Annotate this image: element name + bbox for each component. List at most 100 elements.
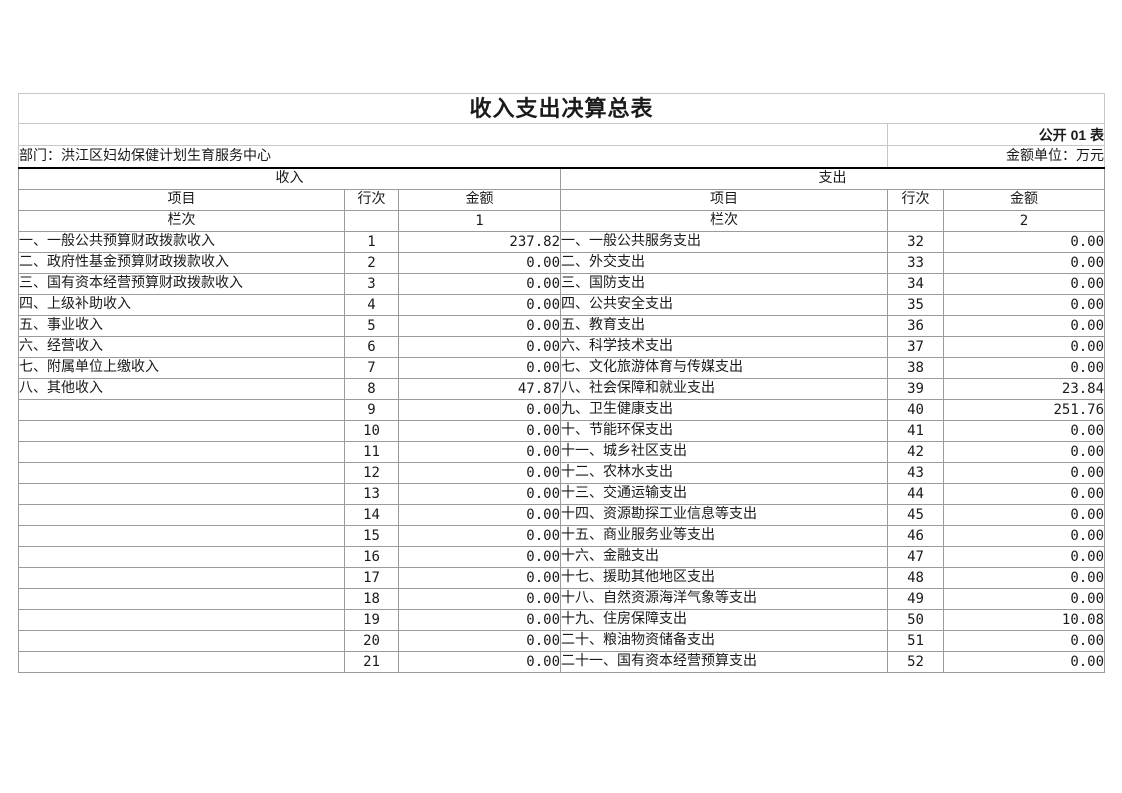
income-line-cell: 18 — [344, 588, 399, 610]
page-title: 收入支出决算总表 — [17, 93, 1106, 124]
expense-amount-cell: 0.00 — [942, 231, 1106, 253]
table-row: 六、经营收入 6 0.00 六、科学技术支出 37 0.00 — [18, 336, 1106, 358]
income-amount-cell: 0.00 — [398, 315, 561, 337]
expense-line-cell: 32 — [887, 231, 944, 253]
expense-item-cell: 六、科学技术支出 — [560, 336, 888, 358]
table-row: 16 0.00 十六、金融支出 47 0.00 — [18, 546, 1106, 568]
final-accounts-sheet: 收入支出决算总表 公开 01 表 部门：洪江区妇幼保健计划生育服务中心 金额单位… — [17, 93, 1106, 673]
table-row: 八、其他收入 8 47.87 八、社会保障和就业支出 39 23.84 — [18, 378, 1106, 400]
income-amount-cell: 0.00 — [398, 546, 561, 568]
income-expense-summary-table: 收入支出决算总表 公开 01 表 部门：洪江区妇幼保健计划生育服务中心 金额单位… — [17, 93, 1106, 673]
income-section-header: 收入 — [18, 167, 561, 190]
expense-item-cell: 十二、农林水支出 — [560, 462, 888, 484]
expense-item-cell: 十三、交通运输支出 — [560, 483, 888, 505]
expense-line-cell: 38 — [887, 357, 944, 379]
expense-amount-cell: 0.00 — [942, 630, 1106, 652]
expense-line-header: 行次 — [887, 189, 944, 211]
income-item-cell — [18, 546, 345, 568]
income-line-cell: 2 — [344, 252, 399, 274]
expense-amount-cell: 0.00 — [942, 462, 1106, 484]
table-row: 20 0.00 二十、粮油物资储备支出 51 0.00 — [18, 630, 1106, 652]
income-amount-cell: 0.00 — [398, 399, 561, 421]
income-line-cell: 17 — [344, 567, 399, 589]
expense-line-cell: 46 — [887, 525, 944, 547]
expense-amount-cell: 251.76 — [942, 399, 1106, 421]
caption-block: 收入支出决算总表 公开 01 表 部门：洪江区妇幼保健计划生育服务中心 金额单位… — [17, 93, 1106, 169]
income-amount-cell: 0.00 — [398, 504, 561, 526]
expense-line-cell: 45 — [887, 504, 944, 526]
expense-amount-cell: 0.00 — [942, 420, 1106, 442]
expense-item-cell: 二十一、国有资本经营预算支出 — [560, 651, 888, 673]
income-line-cell: 9 — [344, 399, 399, 421]
income-item-cell — [18, 588, 345, 610]
income-line-cell: 15 — [344, 525, 399, 547]
income-item-cell — [18, 399, 345, 421]
income-line-cell: 7 — [344, 357, 399, 379]
data-rows: 一、一般公共预算财政拨款收入 1 237.82 一、一般公共服务支出 32 0.… — [18, 231, 1106, 673]
income-line-cell: 5 — [344, 315, 399, 337]
income-amount-cell: 0.00 — [398, 357, 561, 379]
table-row: 17 0.00 十七、援助其他地区支出 48 0.00 — [18, 567, 1106, 589]
income-amount-cell: 0.00 — [398, 441, 561, 463]
table-row: 14 0.00 十四、资源勘探工业信息等支出 45 0.00 — [18, 504, 1106, 526]
expense-line-index-spacer — [887, 210, 944, 232]
income-amount-cell: 0.00 — [398, 588, 561, 610]
department-name: 部门：洪江区妇幼保健计划生育服务中心 — [18, 145, 888, 169]
expense-amount-cell: 0.00 — [942, 651, 1106, 673]
expense-amount-cell: 0.00 — [942, 588, 1106, 610]
expense-line-cell: 51 — [887, 630, 944, 652]
expense-section-header: 支出 — [559, 167, 1106, 190]
expense-amount-cell: 0.00 — [942, 273, 1106, 295]
expense-item-cell: 七、文化旅游体育与传媒支出 — [560, 357, 888, 379]
expense-amount-cell: 23.84 — [942, 378, 1106, 400]
income-column-index-label: 栏次 — [18, 210, 345, 232]
expense-item-cell: 十八、自然资源海洋气象等支出 — [560, 588, 888, 610]
income-line-cell: 16 — [344, 546, 399, 568]
income-item-cell — [18, 441, 345, 463]
expense-item-cell: 二、外交支出 — [560, 252, 888, 274]
income-amount-cell: 0.00 — [398, 609, 561, 631]
expense-item-cell: 八、社会保障和就业支出 — [560, 378, 888, 400]
table-row: 15 0.00 十五、商业服务业等支出 46 0.00 — [18, 525, 1106, 547]
expense-line-cell: 47 — [887, 546, 944, 568]
table-row: 三、国有资本经营预算财政拨款收入 3 0.00 三、国防支出 34 0.00 — [18, 273, 1106, 295]
expense-line-cell: 36 — [887, 315, 944, 337]
income-item-cell — [18, 609, 345, 631]
income-line-cell: 19 — [344, 609, 399, 631]
income-item-cell: 六、经营收入 — [18, 336, 345, 358]
income-line-cell: 13 — [344, 483, 399, 505]
income-amount-cell: 0.00 — [398, 420, 561, 442]
expense-item-cell: 五、教育支出 — [560, 315, 888, 337]
expense-column-index-label: 栏次 — [560, 210, 888, 232]
income-line-cell: 3 — [344, 273, 399, 295]
income-amount-cell: 0.00 — [398, 525, 561, 547]
income-column-index: 1 — [398, 210, 561, 232]
expense-line-cell: 40 — [887, 399, 944, 421]
income-line-cell: 10 — [344, 420, 399, 442]
table-row: 七、附属单位上缴收入 7 0.00 七、文化旅游体育与传媒支出 38 0.00 — [18, 357, 1106, 379]
expense-amount-cell: 0.00 — [942, 567, 1106, 589]
income-amount-cell: 0.00 — [398, 483, 561, 505]
expense-amount-cell: 10.08 — [942, 609, 1106, 631]
expense-amount-cell: 0.00 — [942, 315, 1106, 337]
expense-amount-cell: 0.00 — [942, 294, 1106, 316]
income-item-cell — [18, 504, 345, 526]
expense-item-cell: 十一、城乡社区支出 — [560, 441, 888, 463]
income-line-cell: 11 — [344, 441, 399, 463]
income-amount-cell: 237.82 — [398, 231, 561, 253]
expense-item-cell: 十、节能环保支出 — [560, 420, 888, 442]
expense-line-cell: 33 — [887, 252, 944, 274]
sheet-label-spacer — [18, 123, 888, 146]
income-line-cell: 21 — [344, 651, 399, 673]
income-line-cell: 1 — [344, 231, 399, 253]
table-row: 13 0.00 十三、交通运输支出 44 0.00 — [18, 483, 1106, 505]
expense-line-cell: 42 — [887, 441, 944, 463]
income-item-cell: 一、一般公共预算财政拨款收入 — [18, 231, 345, 253]
income-line-index-spacer — [344, 210, 399, 232]
income-amount-cell: 47.87 — [398, 378, 561, 400]
expense-line-cell: 41 — [887, 420, 944, 442]
income-item-cell — [18, 567, 345, 589]
expense-amount-cell: 0.00 — [942, 525, 1106, 547]
income-item-cell: 四、上级补助收入 — [18, 294, 345, 316]
